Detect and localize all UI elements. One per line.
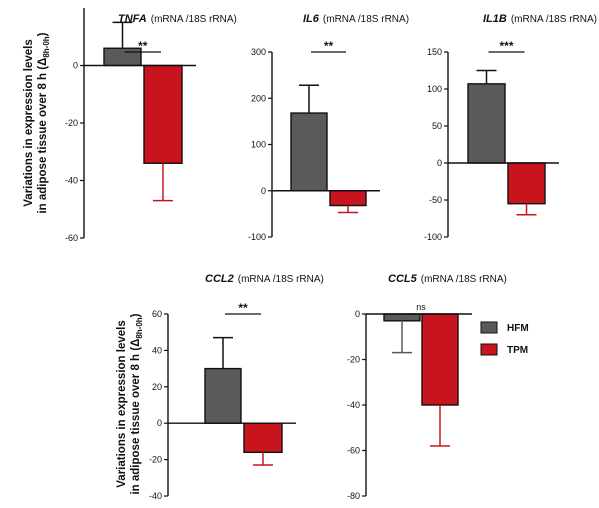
y-tick-label: 0 (157, 418, 162, 428)
bar-tpm (329, 190, 367, 207)
y-tick-label: 60 (152, 309, 162, 319)
chart-il1b: 150 100 50 0 -50 -100 IL1B (mRNA /18S rRNA) *** (424, 13, 597, 242)
gene-name: CCL5 (388, 273, 418, 285)
y-tick-label: -40 (347, 400, 360, 410)
y-tick-label: -60 (347, 446, 360, 456)
y-tick-label: -20 (149, 455, 162, 465)
bar-tpm (421, 313, 459, 406)
y-tick-label: 100 (251, 140, 266, 150)
y-tick-label: 0 (73, 61, 78, 71)
legend-label-tpm: TPM (507, 345, 528, 356)
legend-label-hfm: HFM (507, 323, 529, 334)
y-tick-label: -100 (424, 232, 442, 242)
y-tick-label: -80 (347, 491, 360, 501)
legend-swatch-tpm (480, 343, 498, 356)
y-tick-label: 300 (251, 47, 266, 57)
y-tick-label: 40 (152, 345, 162, 355)
y-axis-label-line2: in adipose tissue over 8 h (Δ8h-0h) (130, 313, 144, 494)
bar-tpm (507, 162, 546, 205)
bar-hfm (467, 83, 506, 164)
significance-label: ** (238, 301, 248, 315)
bar-hfm (204, 367, 242, 424)
y-axis-label-line1: Variations in expression levels (116, 320, 128, 487)
y-tick-label: 0 (355, 309, 360, 319)
gene-name: IL1B (483, 13, 507, 25)
y-tick-label: 0 (437, 158, 442, 168)
y-tick-label: -20 (65, 118, 78, 128)
chart-title: TNFA (mRNA /18S rRNA) (118, 13, 237, 25)
bar-tpm (143, 64, 183, 164)
y-tick-label: -100 (248, 232, 266, 242)
gene-name: TNFA (118, 13, 147, 25)
y-tick-label: 200 (251, 93, 266, 103)
chart-title: IL6 (mRNA /18S rRNA) (303, 13, 409, 25)
gene-name: IL6 (303, 13, 320, 25)
y-tick-label: 20 (152, 382, 162, 392)
y-tick-label: -50 (429, 195, 442, 205)
unit-label: (mRNA /18S rRNA) (151, 14, 237, 25)
significance-label: ** (324, 39, 334, 53)
y-tick-label: -20 (347, 355, 360, 365)
chart-ccl5: 0 -20 -40 -60 -80 CCL5 (mRNA /18S rRNA) ns (347, 273, 507, 501)
bar-tpm (243, 422, 283, 454)
y-tick-label: -60 (65, 233, 78, 243)
y-axis-label-line2: in adipose tissue over 8 h (Δ8h-0h) (37, 32, 51, 213)
y-axis-label-bottom: Variations in expression levels in adipos… (116, 313, 144, 494)
y-tick-label: 150 (427, 47, 442, 57)
bar-hfm (103, 47, 142, 67)
y-tick-label: -40 (149, 491, 162, 501)
chart-ccl2: 60 40 20 0 -20 -40 CCL2 (mRNA /18S rRNA) ** (149, 273, 324, 501)
legend: HFM TPM (480, 321, 529, 356)
chart-title: IL1B (mRNA /18S rRNA) (483, 13, 597, 25)
gene-name: CCL2 (205, 273, 234, 285)
significance-label: ** (138, 39, 148, 53)
unit-label: (mRNA /18S rRNA) (511, 14, 597, 25)
bar-hfm (290, 112, 328, 192)
unit-label: (mRNA /18S rRNA) (421, 274, 507, 285)
chart-tnfa: 0 -20 -40 -60 TNFA (mRNA /18S rRNA) ** (65, 8, 237, 243)
y-tick-label: 50 (432, 121, 442, 131)
legend-swatch-hfm (480, 321, 498, 334)
y-axis-label-line1: Variations in expression levels (23, 39, 35, 206)
unit-label: (mRNA /18S rRNA) (238, 274, 324, 285)
significance-label: ns (416, 302, 426, 312)
y-axis-label-top: Variations in expression levels in adipos… (23, 32, 51, 213)
chart-il6: 300 200 100 0 -100 IL6 (mRNA /18S rRNA) ** (248, 13, 409, 242)
bar-hfm (383, 313, 421, 322)
y-tick-label: 0 (261, 186, 266, 196)
unit-label: (mRNA /18S rRNA) (323, 14, 409, 25)
chart-title: CCL5 (mRNA /18S rRNA) (388, 273, 507, 285)
chart-title: CCL2 (mRNA /18S rRNA) (205, 273, 324, 285)
y-tick-label: 100 (427, 84, 442, 94)
y-tick-label: -40 (65, 176, 78, 186)
significance-label: *** (499, 39, 513, 53)
